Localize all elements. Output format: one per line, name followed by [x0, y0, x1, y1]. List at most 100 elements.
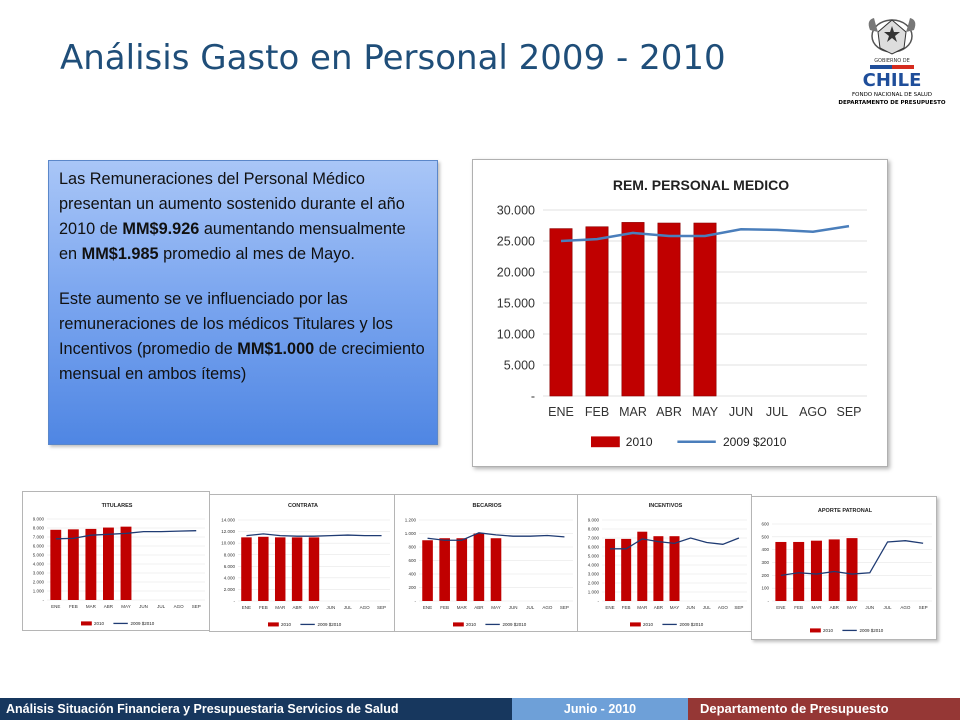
x-tick-label: FEB	[259, 605, 268, 610]
y-tick-label: 800	[408, 545, 416, 550]
x-tick-label: FEB	[622, 605, 631, 610]
y-tick-label: 30.000	[497, 203, 535, 217]
legend-swatch-2010	[81, 621, 92, 626]
y-tick-label: 400	[408, 572, 416, 577]
y-tick-label: 1.000	[33, 589, 45, 594]
y-tick-label: 10.000	[497, 327, 535, 341]
x-tick-label: MAR	[811, 605, 822, 610]
bar-mar	[85, 528, 97, 600]
y-tick-label: -	[234, 599, 236, 604]
legend-label-2010: 2010	[626, 435, 653, 449]
legend-label-2009: 2009 $2010	[860, 628, 884, 633]
y-tick-label: 7.000	[588, 536, 600, 541]
bar-ene	[241, 537, 252, 601]
summary-paragraph-1: Las Remuneraciones del Personal Médico p…	[59, 167, 427, 267]
y-tick-label: 4.000	[224, 575, 236, 580]
highlight-value: MM$1.000	[237, 340, 315, 358]
chart-title: INCENTIVOS	[649, 503, 683, 509]
bar-may	[490, 538, 502, 601]
logo-text-main: CHILE	[863, 70, 922, 91]
y-tick-label: 200	[761, 573, 769, 578]
legend-label-2009: 2009 $2010	[680, 622, 704, 627]
y-tick-label: 300	[761, 560, 769, 565]
org-name: FONDO NACIONAL DE SALUD	[851, 92, 933, 98]
x-tick-label: JUL	[766, 405, 788, 419]
x-tick-label: SEP	[377, 605, 386, 610]
legend-swatch-2010	[268, 622, 279, 627]
x-tick-label: JUN	[865, 605, 874, 610]
x-tick-label: ENE	[776, 605, 785, 610]
bar-abr	[473, 533, 485, 601]
x-tick-label: ABR	[474, 605, 484, 610]
y-tick-label: 500	[761, 534, 769, 539]
y-tick-label: 25.000	[497, 234, 535, 248]
x-tick-label: MAR	[457, 605, 468, 610]
legend-swatch-2010	[630, 622, 641, 627]
bar-ene	[422, 540, 433, 601]
text-run: Este aumento se ve influenciado por las …	[59, 290, 393, 358]
chart-becarios: BECARIOS - 200 400 600 800 1.000 1.200 ENE FEB MAR…	[394, 494, 578, 632]
y-tick-label: 10.000	[221, 541, 235, 546]
y-tick-label: 2.000	[588, 581, 600, 586]
legend-label-2010: 2010	[643, 622, 654, 627]
y-tick-label: 15.000	[497, 296, 535, 310]
bar-mar	[456, 538, 468, 601]
x-tick-label: ENE	[548, 405, 574, 419]
legend-label-2010: 2010	[281, 622, 292, 627]
bar-ene	[549, 228, 573, 397]
bar-abr	[291, 537, 303, 601]
x-tick-label: ABR	[654, 605, 664, 610]
y-tick-label: 6.000	[588, 545, 600, 550]
y-tick-label: 1.200	[405, 518, 417, 523]
chart-title: APORTE PATRONAL	[818, 508, 873, 514]
bar-may	[846, 538, 858, 601]
bar-may	[693, 222, 717, 397]
y-tick-label: 3.000	[33, 571, 45, 576]
x-tick-label: MAR	[637, 605, 648, 610]
bar-abr	[828, 539, 840, 601]
bar-mar	[274, 537, 286, 601]
x-tick-label: MAY	[847, 605, 856, 610]
chart-contrata: CONTRATA - 2.000 4.000 6.000 8.000 10.000 12.00…	[209, 494, 395, 632]
bar-mar	[621, 222, 645, 397]
y-tick-label: 12.000	[221, 529, 235, 534]
y-tick-label: 14.000	[221, 518, 235, 523]
bar-abr	[657, 222, 681, 397]
footer-left-text: Análisis Situación Financiera y Presupue…	[0, 698, 512, 720]
y-tick-label: 9.000	[33, 517, 45, 522]
bar-feb	[67, 529, 79, 600]
x-tick-label: MAY	[491, 605, 500, 610]
series-line-2009	[560, 224, 850, 243]
x-tick-label: MAR	[619, 405, 647, 419]
x-tick-label: ENE	[51, 604, 60, 609]
x-tick-label: JUL	[157, 604, 165, 609]
bar-abr	[103, 527, 114, 600]
chart-incentivos-svg: INCENTIVOS - 1.000 2.000 3.000 4.000 5.000 6.00…	[588, 503, 747, 627]
x-tick-label: JUN	[327, 605, 336, 610]
x-tick-label: ABR	[656, 405, 682, 419]
y-tick-label: 600	[761, 522, 769, 527]
x-tick-label: AGO	[799, 405, 827, 419]
y-tick-label: -	[768, 599, 770, 604]
legend-label-2010: 2010	[823, 628, 834, 633]
bar-ene	[775, 541, 787, 601]
bar-ene	[605, 538, 616, 601]
bar-may	[120, 526, 132, 600]
text-run: Las Remuneraciones del Personal Médico p…	[59, 170, 405, 238]
y-tick-label: 3.000	[588, 572, 600, 577]
y-tick-label: 5.000	[504, 358, 535, 372]
bar-may	[669, 536, 680, 601]
y-tick-label: -	[415, 599, 417, 604]
text-run: aumentando mensualmente en	[59, 220, 406, 263]
series-line-2009	[55, 530, 197, 540]
x-tick-label: ENE	[423, 605, 432, 610]
y-tick-label: 4.000	[33, 562, 45, 567]
y-tick-label: -	[43, 598, 45, 603]
x-tick-label: JUN	[686, 605, 695, 610]
legend-label-2009: 2009 $2010	[503, 622, 527, 627]
y-tick-label: 5.000	[33, 553, 45, 558]
y-tick-label: 100	[761, 586, 769, 591]
legend-label-2009: 2009 $2010	[318, 622, 342, 627]
y-tick-label: 8.000	[33, 526, 45, 531]
y-tick-label: 1.000	[588, 590, 600, 595]
